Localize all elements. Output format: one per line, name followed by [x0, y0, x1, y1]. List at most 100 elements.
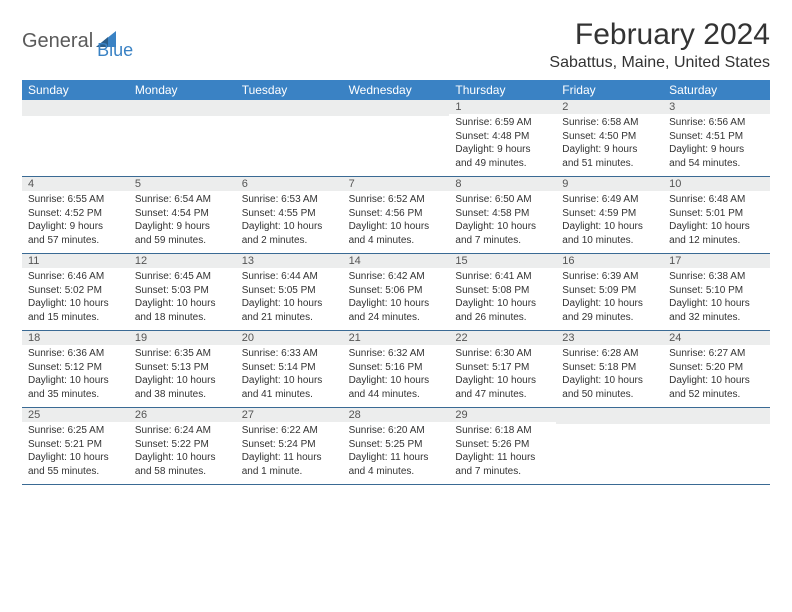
day-detail-line: Sunset: 5:10 PM [669, 284, 764, 298]
day-details: Sunrise: 6:22 AMSunset: 5:24 PMDaylight:… [236, 422, 343, 484]
calendar-day-cell: 13Sunrise: 6:44 AMSunset: 5:05 PMDayligh… [236, 254, 343, 330]
day-number: 26 [129, 408, 236, 422]
day-details [129, 116, 236, 174]
calendar-day-cell: 1Sunrise: 6:59 AMSunset: 4:48 PMDaylight… [449, 100, 556, 176]
day-detail-line: Sunrise: 6:46 AM [28, 270, 123, 284]
day-detail-line: and 49 minutes. [455, 157, 550, 171]
calendar-day-cell: 12Sunrise: 6:45 AMSunset: 5:03 PMDayligh… [129, 254, 236, 330]
day-number: 19 [129, 331, 236, 345]
calendar-week: 18Sunrise: 6:36 AMSunset: 5:12 PMDayligh… [22, 331, 770, 408]
day-number: 14 [343, 254, 450, 268]
calendar-day-cell [236, 100, 343, 176]
day-details: Sunrise: 6:52 AMSunset: 4:56 PMDaylight:… [343, 191, 450, 253]
day-detail-line: Sunset: 5:20 PM [669, 361, 764, 375]
day-detail-line: Sunrise: 6:42 AM [349, 270, 444, 284]
day-detail-line: and 58 minutes. [135, 465, 230, 479]
brand-word-1: General [22, 30, 93, 53]
calendar-day-cell: 18Sunrise: 6:36 AMSunset: 5:12 PMDayligh… [22, 331, 129, 407]
day-detail-line: Sunset: 4:48 PM [455, 130, 550, 144]
day-details: Sunrise: 6:38 AMSunset: 5:10 PMDaylight:… [663, 268, 770, 330]
calendar-day-cell: 21Sunrise: 6:32 AMSunset: 5:16 PMDayligh… [343, 331, 450, 407]
calendar-day-cell [129, 100, 236, 176]
day-detail-line: Daylight: 11 hours [242, 451, 337, 465]
day-detail-line: and 59 minutes. [135, 234, 230, 248]
day-number: 13 [236, 254, 343, 268]
day-detail-line: Sunrise: 6:58 AM [562, 116, 657, 130]
calendar-day-cell: 17Sunrise: 6:38 AMSunset: 5:10 PMDayligh… [663, 254, 770, 330]
weekday-header: Sunday [22, 80, 129, 100]
calendar-day-cell: 4Sunrise: 6:55 AMSunset: 4:52 PMDaylight… [22, 177, 129, 253]
day-detail-line: Sunrise: 6:30 AM [455, 347, 550, 361]
day-detail-line: and 51 minutes. [562, 157, 657, 171]
day-number: 28 [343, 408, 450, 422]
day-detail-line: Sunrise: 6:38 AM [669, 270, 764, 284]
calendar-day-cell [556, 408, 663, 484]
day-detail-line: Sunset: 4:55 PM [242, 207, 337, 221]
calendar-page: General Blue February 2024 Sabattus, Mai… [0, 0, 792, 503]
day-detail-line: and 57 minutes. [28, 234, 123, 248]
day-detail-line: Daylight: 10 hours [135, 451, 230, 465]
calendar-day-cell: 20Sunrise: 6:33 AMSunset: 5:14 PMDayligh… [236, 331, 343, 407]
calendar-day-cell [22, 100, 129, 176]
day-detail-line: and 18 minutes. [135, 311, 230, 325]
day-number: 8 [449, 177, 556, 191]
day-number: 16 [556, 254, 663, 268]
day-detail-line: Daylight: 10 hours [349, 374, 444, 388]
day-detail-line: and 55 minutes. [28, 465, 123, 479]
calendar-day-cell: 7Sunrise: 6:52 AMSunset: 4:56 PMDaylight… [343, 177, 450, 253]
calendar-week: 4Sunrise: 6:55 AMSunset: 4:52 PMDaylight… [22, 177, 770, 254]
day-detail-line: and 26 minutes. [455, 311, 550, 325]
day-detail-line: Daylight: 10 hours [28, 297, 123, 311]
day-detail-line: Daylight: 10 hours [455, 297, 550, 311]
day-number: 3 [663, 100, 770, 114]
day-number: 4 [22, 177, 129, 191]
day-detail-line: and 50 minutes. [562, 388, 657, 402]
day-detail-line: Sunrise: 6:50 AM [455, 193, 550, 207]
day-number [129, 100, 236, 116]
day-detail-line: Daylight: 10 hours [455, 374, 550, 388]
day-details [22, 116, 129, 174]
header: General Blue February 2024 Sabattus, Mai… [22, 18, 770, 72]
day-detail-line: and 15 minutes. [28, 311, 123, 325]
month-title: February 2024 [549, 18, 770, 52]
day-details: Sunrise: 6:46 AMSunset: 5:02 PMDaylight:… [22, 268, 129, 330]
day-number: 11 [22, 254, 129, 268]
day-detail-line: Sunrise: 6:18 AM [455, 424, 550, 438]
day-number: 25 [22, 408, 129, 422]
day-detail-line: Daylight: 10 hours [135, 374, 230, 388]
day-details [236, 116, 343, 174]
day-number [343, 100, 450, 116]
calendar-day-cell: 2Sunrise: 6:58 AMSunset: 4:50 PMDaylight… [556, 100, 663, 176]
day-details: Sunrise: 6:56 AMSunset: 4:51 PMDaylight:… [663, 114, 770, 176]
day-detail-line: and 35 minutes. [28, 388, 123, 402]
day-details: Sunrise: 6:45 AMSunset: 5:03 PMDaylight:… [129, 268, 236, 330]
weekday-header: Wednesday [343, 80, 450, 100]
day-detail-line: Sunset: 4:59 PM [562, 207, 657, 221]
day-detail-line: and 12 minutes. [669, 234, 764, 248]
day-detail-line: Daylight: 10 hours [242, 220, 337, 234]
calendar-day-cell: 9Sunrise: 6:49 AMSunset: 4:59 PMDaylight… [556, 177, 663, 253]
day-details: Sunrise: 6:53 AMSunset: 4:55 PMDaylight:… [236, 191, 343, 253]
day-detail-line: Sunset: 5:02 PM [28, 284, 123, 298]
day-number: 21 [343, 331, 450, 345]
weeks-container: 1Sunrise: 6:59 AMSunset: 4:48 PMDaylight… [22, 100, 770, 485]
day-detail-line: and 4 minutes. [349, 234, 444, 248]
day-detail-line: Sunrise: 6:24 AM [135, 424, 230, 438]
day-detail-line: Sunset: 5:12 PM [28, 361, 123, 375]
day-detail-line: Sunset: 5:25 PM [349, 438, 444, 452]
day-detail-line: and 10 minutes. [562, 234, 657, 248]
day-detail-line: and 38 minutes. [135, 388, 230, 402]
day-detail-line: Sunrise: 6:56 AM [669, 116, 764, 130]
day-detail-line: and 44 minutes. [349, 388, 444, 402]
day-detail-line: and 29 minutes. [562, 311, 657, 325]
day-detail-line: Sunset: 5:08 PM [455, 284, 550, 298]
day-number: 10 [663, 177, 770, 191]
day-detail-line: Sunrise: 6:20 AM [349, 424, 444, 438]
day-detail-line: Sunrise: 6:48 AM [669, 193, 764, 207]
day-number: 17 [663, 254, 770, 268]
day-detail-line: Daylight: 10 hours [455, 220, 550, 234]
day-details: Sunrise: 6:36 AMSunset: 5:12 PMDaylight:… [22, 345, 129, 407]
day-detail-line: Daylight: 10 hours [562, 297, 657, 311]
day-number: 23 [556, 331, 663, 345]
calendar-day-cell [343, 100, 450, 176]
